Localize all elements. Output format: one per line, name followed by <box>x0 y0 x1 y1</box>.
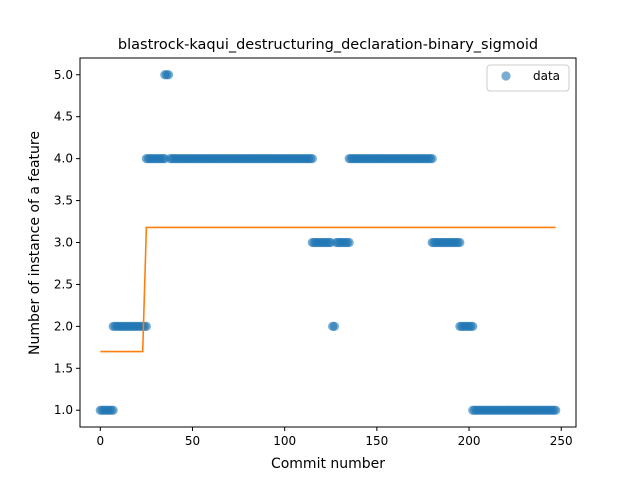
data-point <box>427 154 437 164</box>
y-tick-label: 1.5 <box>54 361 73 375</box>
plot-area <box>95 70 561 415</box>
legend-label: data <box>533 69 560 83</box>
data-point <box>344 237 354 248</box>
x-tick-label: 0 <box>96 434 104 448</box>
fit-line <box>100 226 556 353</box>
x-axis-label: Commit number <box>271 456 385 472</box>
data-point <box>329 321 340 331</box>
y-axis-label: Number of instance of a feature <box>27 131 43 355</box>
legend-marker <box>501 71 511 81</box>
y-tick-label: 4.5 <box>54 110 73 124</box>
x-tick-label: 250 <box>550 434 573 448</box>
data-point <box>455 237 465 248</box>
x-tick-label: 200 <box>458 434 481 448</box>
x-tick-label: 150 <box>365 434 388 448</box>
data-point <box>551 405 561 415</box>
data-point <box>468 321 478 331</box>
legend-box <box>486 64 570 92</box>
data-point <box>108 405 118 415</box>
x-tick-label: 100 <box>273 434 296 448</box>
y-tick-label: 1.0 <box>54 403 73 417</box>
chart-title: blastrock-kaqui_destructuring_declaratio… <box>118 37 538 53</box>
y-tick-label: 3.0 <box>54 236 73 250</box>
y-tick-label: 2.5 <box>54 277 73 291</box>
y-tick-label: 4.0 <box>54 152 73 166</box>
axes: 0 50 100 150 200 250 1.0 1.5 2.0 2.5 3.0 3.5 4.0 4.5 5… <box>54 57 577 448</box>
y-tick-label: 3.5 <box>54 194 73 208</box>
data-point <box>163 70 174 80</box>
y-tick-label: 2.0 <box>54 319 73 333</box>
x-tick-label: 50 <box>185 434 200 448</box>
legend: data <box>486 64 570 92</box>
y-tick-label: 5.0 <box>54 68 73 82</box>
data-point <box>307 154 317 164</box>
